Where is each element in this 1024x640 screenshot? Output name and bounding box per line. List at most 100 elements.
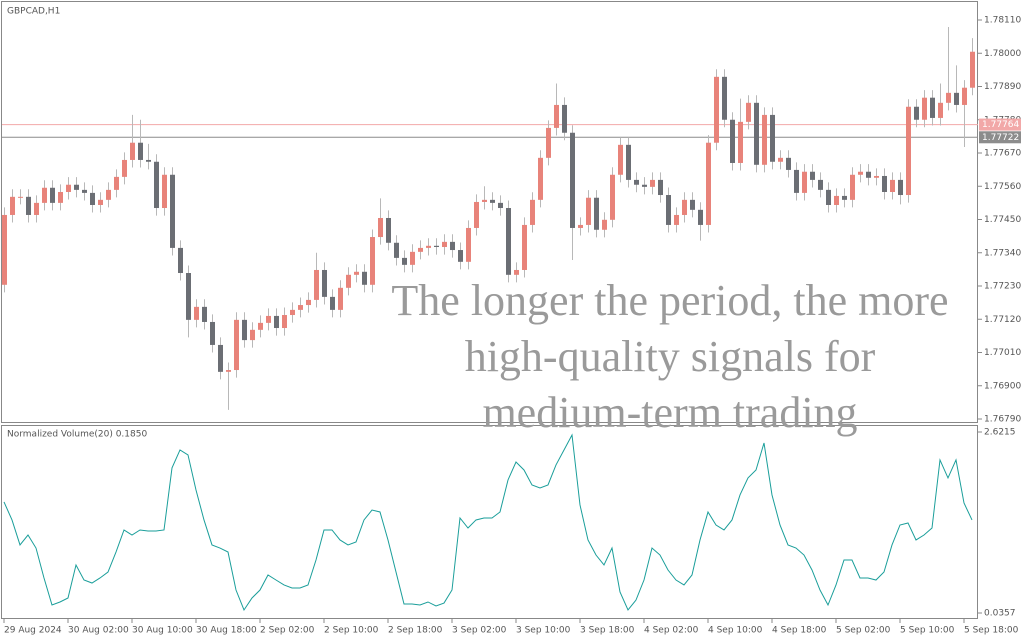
candle-body: [466, 227, 471, 262]
x-tick-label: 5 Sep 18:00: [964, 626, 1019, 636]
candle-body: [154, 161, 159, 209]
candle-body: [954, 92, 959, 105]
candle-body: [522, 224, 527, 270]
candle-body: [594, 197, 599, 230]
candle-body: [634, 179, 639, 185]
candle-body: [834, 195, 839, 205]
y-tick-label: 1.77670: [984, 149, 1021, 159]
candle-body: [666, 195, 671, 225]
candle-body: [706, 142, 711, 225]
candle-body: [570, 132, 575, 228]
candle-body: [290, 309, 295, 316]
annotation: high-quality signals for: [465, 332, 876, 381]
candle-body: [66, 184, 71, 192]
candle-body: [346, 274, 351, 288]
candle-body: [602, 219, 607, 230]
candle-body: [738, 121, 743, 163]
x-tick-label: 4 Sep 10:00: [708, 626, 763, 636]
price-label: 1.77764: [982, 120, 1019, 130]
x-tick-label: 30 Aug 18:00: [196, 626, 257, 636]
candle-body: [322, 269, 327, 297]
candle-body: [962, 87, 967, 105]
candle-body: [330, 296, 335, 310]
price-pane: [1, 1, 978, 423]
candle-body: [922, 97, 927, 120]
candle-body: [274, 315, 279, 329]
candle-body: [394, 242, 399, 258]
candle-body: [554, 104, 559, 128]
candle-body: [714, 76, 719, 143]
candle-body: [442, 241, 447, 248]
x-tick-label: 30 Aug 10:00: [132, 626, 193, 636]
x-tick-label: 3 Sep 10:00: [516, 626, 571, 636]
candle-body: [866, 171, 871, 178]
candle-body: [578, 224, 583, 228]
x-tick-label: 4 Sep 02:00: [644, 626, 699, 636]
candle-body: [106, 189, 111, 200]
candle-body: [946, 92, 951, 103]
candle-body: [354, 271, 359, 275]
candle-body: [722, 76, 727, 120]
candle-body: [258, 322, 263, 330]
candle-body: [538, 157, 543, 200]
candle-body: [282, 315, 287, 329]
candle-body: [746, 102, 751, 122]
candle-body: [610, 174, 615, 220]
y-tick-label: 2.6215: [984, 428, 1016, 438]
candle-body: [650, 179, 655, 187]
candle-body: [178, 247, 183, 274]
candle-body: [626, 144, 631, 180]
candle-body: [146, 159, 151, 162]
candle-body: [762, 114, 767, 165]
x-tick-label: 4 Sep 18:00: [772, 626, 827, 636]
candle-body: [530, 199, 535, 225]
candle-body: [938, 102, 943, 118]
candle-body: [778, 157, 783, 162]
candle-body: [826, 189, 831, 205]
indicator-title: Normalized Volume(20) 0.1850: [7, 430, 147, 440]
candle-body: [506, 208, 511, 275]
candle-body: [82, 189, 87, 193]
candle-body: [482, 199, 487, 202]
x-tick-label: 29 Aug 2024: [4, 626, 62, 636]
candle-body: [362, 271, 367, 285]
x-tick-label: 2 Sep 02:00: [260, 626, 315, 636]
candle-body: [418, 247, 423, 252]
candle-body: [18, 196, 23, 198]
candle-body: [802, 171, 807, 193]
price-label: 1.77722: [982, 133, 1019, 143]
candle-body: [58, 191, 63, 203]
volume-line: [3, 433, 973, 612]
candle-body: [386, 217, 391, 243]
candle-body: [186, 273, 191, 320]
candle-body: [690, 199, 695, 210]
candle-body: [10, 196, 15, 215]
candle-body: [306, 299, 311, 306]
candle-body: [730, 119, 735, 163]
price-label-bg: [979, 131, 1021, 144]
candle-body: [514, 269, 519, 275]
candle-body: [234, 319, 239, 371]
candle-body: [162, 174, 167, 209]
candle-body: [26, 196, 31, 215]
candle-body: [970, 51, 975, 88]
price-label-bg: [979, 118, 1021, 131]
y-tick-label: 1.77450: [984, 215, 1021, 225]
candle-body: [458, 250, 463, 262]
candle-body: [202, 306, 207, 322]
x-tick-label: 5 Sep 02:00: [836, 626, 891, 636]
candle-body: [930, 97, 935, 118]
candle-body: [674, 214, 679, 225]
y-tick-label: 1.77890: [984, 82, 1021, 92]
x-tick-label: 2 Sep 18:00: [388, 626, 443, 636]
x-tick-label: 30 Aug 02:00: [68, 626, 129, 636]
annotation: medium-term trading: [482, 388, 857, 437]
candle-body: [298, 305, 303, 310]
y-tick-label: 1.77230: [984, 282, 1021, 292]
x-tick-label: 2 Sep 10:00: [324, 626, 379, 636]
candle-body: [250, 329, 255, 341]
candle-body: [890, 179, 895, 192]
candle-body: [786, 157, 791, 170]
